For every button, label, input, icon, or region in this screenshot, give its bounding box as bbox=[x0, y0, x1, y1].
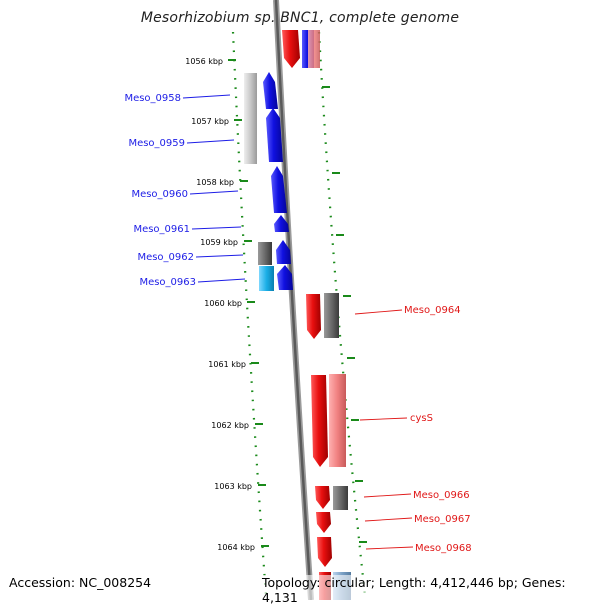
gene-label: Meso_0960 bbox=[131, 189, 188, 200]
gene-arrow-meso-0968 bbox=[317, 537, 332, 567]
gene-label: cysS bbox=[410, 413, 433, 424]
gene-labels-right: Meso_0964 cysS Meso_0966 Meso_0967 Meso_… bbox=[404, 305, 472, 554]
gene-label: Meso_0968 bbox=[415, 543, 472, 554]
gene-label: Meso_0958 bbox=[124, 93, 181, 104]
outer-tick-ring bbox=[231, 31, 268, 597]
gene-arrow-meso-0967 bbox=[316, 512, 331, 533]
accession-label: Accession: NC_008254 bbox=[9, 575, 152, 590]
gene-arrow bbox=[282, 30, 300, 68]
ruler-label: 1060 kbp bbox=[204, 299, 242, 308]
gene-arrow-meso-0959 bbox=[266, 108, 283, 162]
ruler-label: 1058 kbp bbox=[196, 178, 234, 187]
gene-arrow-meso-0960 bbox=[271, 166, 287, 213]
pseudo-gene-block-0964 bbox=[324, 293, 339, 338]
gene-block-cyss bbox=[329, 374, 346, 467]
leader-lines-left bbox=[182, 94, 246, 283]
gene-features-right bbox=[306, 293, 351, 600]
gene-arrow-0963 bbox=[277, 265, 293, 290]
ruler-label: 1056 kbp bbox=[185, 57, 223, 66]
pseudo-gene-block-0966 bbox=[333, 486, 348, 510]
gene-block bbox=[308, 30, 320, 68]
gene-labels-left: Meso_0958 Meso_0959 Meso_0960 Meso_0961 … bbox=[124, 93, 196, 288]
gene-arrow-meso-0958 bbox=[263, 72, 278, 109]
gene-arrow-meso-0961 bbox=[274, 215, 289, 232]
ruler-label: 1062 kbp bbox=[211, 421, 249, 430]
gene-arrow-cyss bbox=[311, 375, 328, 467]
gene-label: Meso_0962 bbox=[137, 252, 194, 263]
gene-arrow-meso-0966 bbox=[315, 486, 330, 509]
gene-features-left bbox=[244, 72, 293, 291]
genome-backbone bbox=[273, 0, 314, 600]
gene-label: Meso_0961 bbox=[133, 224, 190, 235]
ruler-labels: 1056 kbp 1057 kbp 1058 kbp 1059 kbp 1060… bbox=[185, 57, 255, 552]
gene-block-meso-0963 bbox=[259, 266, 274, 291]
ruler-label: 1057 kbp bbox=[191, 117, 229, 126]
pseudo-gene-block bbox=[244, 73, 257, 164]
gene-features-top bbox=[282, 30, 320, 68]
ruler-major-ticks bbox=[228, 59, 269, 547]
gene-label: Meso_0966 bbox=[413, 490, 470, 501]
gene-label: Meso_0964 bbox=[404, 305, 461, 316]
topology-label: Topology: circular; Length: 4,412,446 bp… bbox=[262, 575, 600, 605]
ruler-label: 1064 kbp bbox=[217, 543, 255, 552]
map-title: Mesorhizobium sp. BNC1, complete genome bbox=[140, 10, 460, 26]
gene-arrow-meso-0964 bbox=[306, 294, 321, 339]
leader-lines-right bbox=[354, 309, 414, 550]
ruler-label: 1063 kbp bbox=[214, 482, 252, 491]
inner-ring-major-ticks bbox=[322, 86, 367, 543]
gene-label: Meso_0963 bbox=[139, 277, 196, 288]
gene-arrow-meso-0962 bbox=[276, 240, 291, 264]
ruler-label: 1059 kbp bbox=[200, 238, 238, 247]
pseudo-gene-block-0962 bbox=[258, 242, 272, 265]
ruler-label: 1061 kbp bbox=[208, 360, 246, 369]
gene-label: Meso_0959 bbox=[128, 138, 185, 149]
gene-label: Meso_0967 bbox=[414, 514, 471, 525]
